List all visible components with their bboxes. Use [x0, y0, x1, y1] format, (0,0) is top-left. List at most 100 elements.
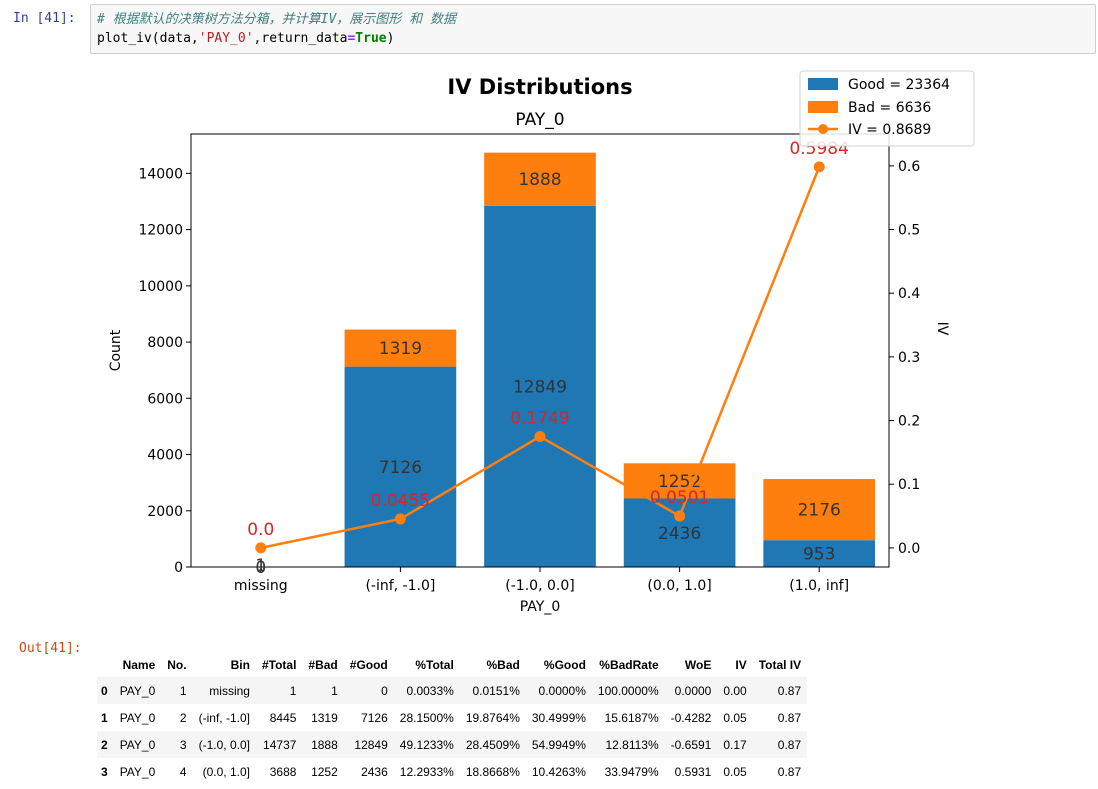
column-header: %Good	[543, 658, 586, 672]
column-header: #Good	[349, 658, 388, 672]
table-cell: 0.0000	[674, 683, 712, 698]
iv-point	[394, 513, 406, 525]
x-tick-label: (1.0, inf]	[789, 578, 849, 594]
column-header: Total IV	[758, 658, 802, 672]
y-tick-label: 10000	[138, 279, 183, 295]
table-row: 1 PAY_0 2 (-inf, -1.0] 8445 1319 7126 28.1500% 1…	[97, 704, 807, 731]
row-index: 3	[101, 764, 108, 779]
y-tick-label: 4000	[147, 448, 183, 464]
code-fn: plot_iv(data,	[97, 31, 199, 46]
row-index: 1	[101, 710, 108, 725]
table-cell: 0.0000%	[538, 683, 586, 698]
table-cell: 0.17	[723, 737, 747, 752]
iv-point-label: 0.0455	[371, 491, 430, 511]
code-line: plot_iv(data,'PAY_0',return_data=True)	[97, 29, 1089, 48]
bar-bad-label: 1319	[379, 339, 422, 359]
table-cell: 14737	[263, 737, 297, 752]
iv-chart-svg: IV DistributionsPAY_00200040006000800010…	[108, 70, 975, 615]
table-cell: (0.0, 1.0]	[202, 764, 250, 779]
bar-good-label: 953	[803, 545, 835, 565]
table-cell: 10.4263%	[531, 764, 586, 779]
y-axis-label: Count	[108, 329, 124, 371]
y2-tick-label: 0.2	[898, 414, 920, 430]
y-tick-label: 12000	[138, 223, 183, 239]
table-header-row: Name No. Bin #Total #Bad #Good %Total %Bad %Good…	[97, 653, 807, 677]
y-tick-label: 0	[174, 560, 183, 576]
bar-good	[484, 205, 596, 567]
table-cell: 30.4999%	[531, 710, 586, 725]
table-cell: 12.2933%	[399, 764, 454, 779]
table-cell: PAY_0	[119, 764, 156, 779]
table-cell: PAY_0	[119, 683, 156, 698]
output-prompt: Out[41]:	[19, 641, 82, 656]
table-cell: 0.87	[777, 683, 802, 698]
table-cell: 1	[331, 683, 338, 698]
column-header: #Total	[261, 658, 297, 672]
y2-tick-label: 0.5	[898, 223, 920, 239]
bar-good-label: 12849	[513, 377, 567, 397]
table-cell: 12849	[354, 737, 388, 752]
column-header: %Bad	[486, 658, 520, 672]
table-cell: 49.1233%	[399, 737, 454, 752]
code-close: )	[386, 31, 395, 46]
table-cell: 12.8113%	[605, 737, 659, 752]
table-cell: 0.0151%	[472, 683, 520, 698]
bar-bad-label: 1888	[518, 170, 561, 190]
table-cell: 2436	[361, 764, 388, 779]
chart-title: IV Distributions	[447, 75, 632, 99]
column-header: %BadRate	[599, 658, 659, 672]
y2-tick-label: 0.1	[898, 477, 920, 493]
legend-bad-swatch	[808, 101, 838, 113]
code-operator: =	[347, 31, 356, 46]
legend-bad-label: Bad = 6636	[848, 100, 931, 116]
table-cell: (-1.0, 0.0]	[198, 737, 250, 752]
iv-point-label: 0.1749	[510, 409, 569, 429]
table-cell: 0.5931	[674, 764, 712, 779]
iv-point	[674, 510, 686, 522]
legend-good-swatch	[808, 78, 838, 90]
y2-tick-label: 0.4	[898, 286, 920, 302]
iv-point	[534, 431, 546, 443]
table-cell: 0.87	[777, 737, 802, 752]
input-prompt: In [41]:	[13, 11, 76, 26]
column-header: WoE	[684, 658, 712, 672]
iv-point	[255, 542, 267, 554]
y-tick-label: 14000	[138, 166, 183, 182]
bar-bad-label: 1	[255, 556, 266, 576]
table-cell: PAY_0	[119, 710, 156, 725]
table-cell: 7126	[361, 710, 388, 725]
table-cell: 28.4509%	[465, 737, 520, 752]
table-cell: -0.6591	[670, 737, 712, 752]
y2-tick-label: 0.6	[898, 159, 920, 175]
table-cell: 0.87	[777, 710, 802, 725]
column-header: #Bad	[308, 658, 338, 672]
table-cell: 4	[179, 764, 187, 779]
table-cell: 100.0000%	[597, 683, 659, 698]
column-header: Bin	[230, 658, 250, 672]
table-cell: -0.4282	[670, 710, 712, 725]
legend-box	[799, 70, 975, 147]
column-header	[97, 653, 114, 677]
table-cell: 18.8668%	[465, 764, 520, 779]
table-cell: missing	[209, 683, 250, 698]
legend-iv-label: IV = 0.8689	[848, 122, 931, 138]
bar-good	[763, 540, 876, 567]
row-index: 2	[101, 737, 108, 752]
y2-tick-label: 0.0	[898, 541, 920, 557]
iv-point-label: 0.0501	[650, 488, 709, 508]
bar-bad	[344, 329, 457, 367]
bar-bad	[763, 479, 876, 541]
bar-good	[344, 366, 457, 567]
table-cell: 1319	[311, 710, 338, 725]
table-cell: 1252	[311, 764, 338, 779]
row-index: 0	[101, 683, 108, 698]
iv-chart: IV Distributions PAY_0 0 2000 4000 6000 8000 10…	[100, 66, 980, 626]
code-comment: # 根据默认的决策树方法分箱，并计算IV，展示图形 和 数据	[97, 12, 456, 27]
table-cell: PAY_0	[119, 737, 156, 752]
table-cell: 0	[381, 683, 388, 698]
x-tick-label: (-1.0, 0.0]	[505, 578, 574, 594]
code-cell[interactable]: # 根据默认的决策树方法分箱，并计算IV，展示图形 和 数据 plot_iv(d…	[90, 4, 1096, 54]
code-string: 'PAY_0'	[198, 31, 254, 46]
bar-good-label: 7126	[379, 458, 422, 478]
bar-bad-label: 2176	[798, 501, 841, 521]
